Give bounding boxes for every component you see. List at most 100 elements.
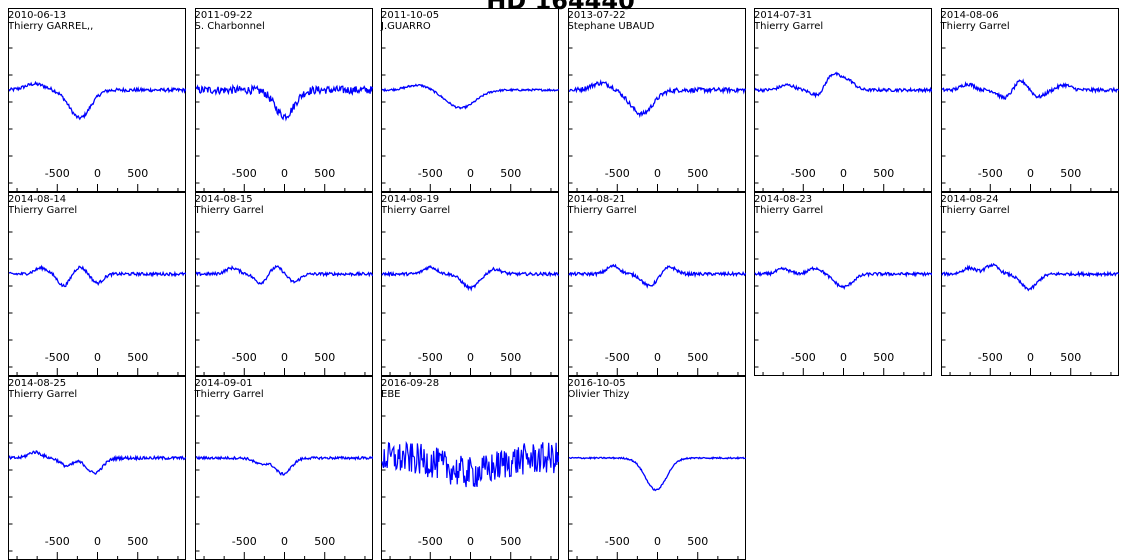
x-tick-label: 500	[500, 167, 521, 180]
x-tick-label: -500	[45, 535, 70, 548]
spectrum-plot: -500 0 500	[381, 192, 559, 376]
x-tick-label: -500	[604, 167, 629, 180]
plot-frame	[940, 192, 1119, 376]
panel-observer: EBE	[381, 389, 401, 400]
panel-date: 2014-08-25	[8, 378, 67, 389]
panel-date: 2014-07-31	[754, 10, 813, 21]
panel-date: 2016-09-28	[381, 378, 440, 389]
spectrum-line	[195, 83, 373, 122]
x-tick-label: 0	[94, 167, 101, 180]
plot-frame	[8, 8, 186, 192]
spectrum-panel: -500 0 500 2014-07-31 Thierry Garrel	[746, 8, 932, 192]
panel-date: 2014-09-01	[194, 378, 253, 389]
spectrum-plot: -500 0 500	[754, 8, 932, 192]
spectrum-plot: -500 0 500	[8, 8, 186, 192]
x-tick-label: -500	[604, 535, 629, 548]
x-tick-label: 500	[314, 351, 335, 364]
plot-frame	[567, 192, 746, 376]
spectrum-plot: -500 0 500	[8, 192, 186, 376]
spectrum-line	[568, 455, 746, 492]
spectrum-panel: -500 0 500 2014-08-19 Thierry Garrel	[373, 192, 559, 376]
spectrum-panel: -500 0 500 2016-09-28 EBE	[373, 376, 559, 560]
spectrum-line	[754, 266, 932, 291]
panel-date: 2010-06-13	[8, 10, 67, 21]
spectrum-line	[8, 80, 186, 121]
x-tick-label: 0	[654, 167, 661, 180]
x-tick-label: 0	[467, 351, 474, 364]
plot-frame	[940, 8, 1119, 192]
plot-frame	[8, 376, 186, 560]
panel-date: 2014-08-06	[940, 10, 999, 21]
panel-observer: Thierry Garrel	[567, 205, 637, 216]
panel-observer: Thierry Garrel	[8, 389, 78, 400]
spectrum-plot: -500 0 500	[567, 376, 746, 560]
plot-frame	[194, 376, 373, 560]
spectrum-panel: -500 0 500 2014-09-01 Thierry Garrel	[187, 376, 373, 560]
spectrum-line	[381, 83, 559, 110]
plot-frame	[567, 376, 746, 560]
panel-date: 2014-08-23	[754, 194, 813, 205]
panel-observer: Thierry Garrel	[940, 21, 1010, 32]
panel-date: 2014-08-15	[194, 194, 253, 205]
spectrum-line	[194, 264, 373, 285]
x-tick-label: 0	[840, 351, 847, 364]
plot-frame	[194, 8, 373, 192]
x-tick-label: -500	[231, 167, 256, 180]
panel-observer: Thierry Garrel	[381, 205, 451, 216]
spectrum-panel: -500 0 500 2016-10-05 Olivier Thizy	[560, 376, 746, 560]
spectrum-plot: -500 0 500	[754, 192, 932, 376]
spectrum-plot: -500 0 500	[194, 8, 373, 192]
spectrum-panel: -500 0 500 2011-09-22 S. Charbonnel	[187, 8, 373, 192]
spectrum-line	[8, 450, 186, 475]
panel-observer: Thierry Garrel	[194, 205, 264, 216]
spectrum-panel: -500 0 500 2014-08-24 Thierry Garrel	[933, 192, 1119, 376]
panel-date: 2011-10-05	[381, 10, 440, 21]
spectrum-line	[381, 264, 559, 292]
spectrum-line	[567, 263, 746, 289]
x-tick-label: 0	[654, 535, 661, 548]
x-tick-label: 500	[127, 351, 148, 364]
x-tick-label: 0	[654, 351, 661, 364]
x-tick-label: -500	[231, 351, 256, 364]
x-tick-label: 0	[840, 167, 847, 180]
x-tick-label: 0	[281, 535, 288, 548]
x-tick-label: 0	[281, 167, 288, 180]
x-tick-label: 0	[467, 535, 474, 548]
panel-observer: Thierry Garrel	[940, 205, 1010, 216]
spectrum-line	[754, 71, 932, 99]
spectrum-line	[941, 78, 1119, 101]
spectrum-plot: -500 0 500	[940, 192, 1119, 376]
panel-observer: Thierry GARREL,,	[8, 21, 94, 32]
panel-date: 2013-07-22	[567, 10, 626, 21]
spectrum-plot: -500 0 500	[194, 192, 373, 376]
spectrum-panel: -500 0 500 2010-06-13 Thierry GARREL,,	[0, 8, 186, 192]
panel-date: 2014-08-14	[8, 194, 67, 205]
x-tick-label: -500	[791, 167, 816, 180]
chart-title: HD 164440	[486, 0, 635, 15]
panel-date: 2014-08-21	[567, 194, 626, 205]
x-tick-label: -500	[45, 167, 70, 180]
x-tick-label: 0	[94, 535, 101, 548]
plot-frame	[754, 8, 932, 192]
x-tick-label: -500	[604, 351, 629, 364]
plot-frame	[194, 192, 373, 376]
spectrum-plot: -500 0 500	[940, 8, 1119, 192]
x-tick-label: 500	[1060, 167, 1081, 180]
spectrum-panel: -500 0 500 2013-07-22 Stephane UBAUD	[560, 8, 746, 192]
x-tick-label: 500	[873, 167, 894, 180]
x-tick-label: -500	[45, 351, 70, 364]
panel-date: 2014-08-24	[940, 194, 999, 205]
x-tick-label: 500	[314, 167, 335, 180]
spectrum-plot: -500 0 500	[8, 376, 186, 560]
panel-observer: S. Charbonnel	[194, 21, 265, 32]
x-tick-label: -500	[231, 535, 256, 548]
panel-date: 2011-09-22	[194, 10, 253, 21]
x-tick-label: -500	[977, 351, 1002, 364]
x-tick-label: 0	[1027, 351, 1034, 364]
plot-frame	[381, 8, 559, 192]
x-tick-label: 0	[467, 167, 474, 180]
spectrum-plot: -500 0 500	[567, 8, 746, 192]
x-tick-label: 500	[127, 167, 148, 180]
x-tick-label: 500	[873, 351, 894, 364]
x-tick-label: 0	[1027, 167, 1034, 180]
